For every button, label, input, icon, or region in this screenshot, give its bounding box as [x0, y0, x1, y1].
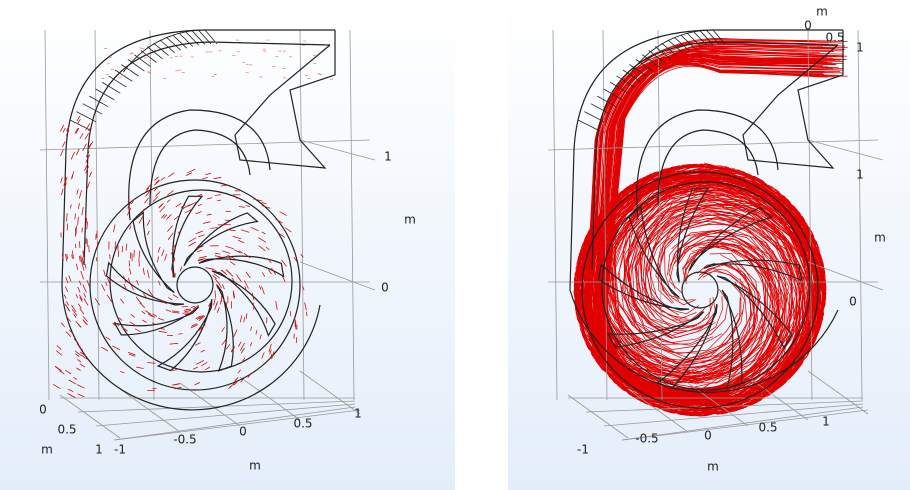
tick-label: 0 [39, 403, 47, 417]
tick-label: 0.5 [57, 423, 76, 437]
tick-label: 1 [856, 168, 864, 182]
velocity-arrow [129, 261, 130, 267]
velocity-arrow [225, 224, 231, 225]
tick-label: 1 [354, 407, 362, 421]
velocity-arrow [253, 303, 254, 310]
tick-label: 0 [381, 281, 389, 295]
tick-label: 0 [849, 295, 857, 309]
tick-label: m [874, 231, 886, 245]
velocity-arrow [217, 200, 221, 201]
tick-label: 1 [95, 443, 103, 457]
tick-label: m [816, 5, 828, 19]
tick-label: 0 [704, 429, 712, 443]
panel-left-bg [0, 0, 455, 490]
screenshot: 1m000.51m-1-0.500.51m m00.511m0-1-0.500.… [0, 0, 910, 490]
tick-label: 1 [384, 150, 392, 164]
tick-label: 0 [804, 19, 812, 33]
tick-label: m [707, 460, 719, 474]
tick-label: 1 [822, 415, 830, 429]
velocity-arrow [182, 306, 189, 307]
velocity-arrow [178, 334, 182, 335]
tick-label: -1 [577, 443, 589, 457]
tick-label: -0.5 [173, 433, 196, 447]
tick-label: m [41, 443, 53, 457]
tick-label: -1 [114, 443, 126, 457]
tick-label: m [404, 213, 416, 227]
tick-label: 1 [856, 41, 864, 55]
tick-label: -0.5 [635, 432, 658, 446]
tick-label: 0.5 [825, 31, 844, 45]
velocity-arrow [89, 245, 90, 252]
tick-label: m [249, 459, 261, 473]
tick-label: 0 [239, 425, 247, 439]
tick-label: 0.5 [758, 421, 777, 435]
tick-label: 0.5 [293, 417, 312, 431]
